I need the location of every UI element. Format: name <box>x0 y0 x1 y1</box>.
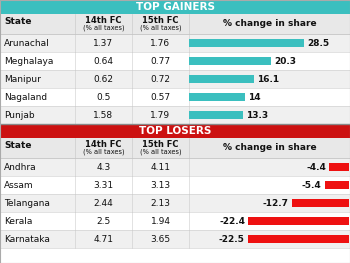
Text: 0.64: 0.64 <box>93 57 113 65</box>
Text: -22.5: -22.5 <box>219 235 245 244</box>
Text: 2.5: 2.5 <box>96 216 111 225</box>
Text: 1.94: 1.94 <box>150 216 170 225</box>
Text: -5.4: -5.4 <box>302 180 322 190</box>
Text: Manipur: Manipur <box>4 74 41 83</box>
Text: -4.4: -4.4 <box>306 163 326 171</box>
Text: (% all taxes): (% all taxes) <box>83 148 124 155</box>
Text: (% all taxes): (% all taxes) <box>83 24 124 31</box>
Text: 13.3: 13.3 <box>246 110 268 119</box>
Bar <box>0 0 350 14</box>
Text: (% all taxes): (% all taxes) <box>140 148 181 155</box>
Text: 16.1: 16.1 <box>257 74 279 83</box>
Text: Assam: Assam <box>4 180 34 190</box>
Text: -22.4: -22.4 <box>219 216 245 225</box>
Bar <box>0 230 350 248</box>
Text: % change in share: % change in share <box>223 144 316 153</box>
Bar <box>0 34 350 52</box>
Text: 0.5: 0.5 <box>96 93 111 102</box>
Text: TOP LOSERS: TOP LOSERS <box>139 126 211 136</box>
Text: 15th FC: 15th FC <box>142 140 179 149</box>
Text: 14: 14 <box>248 93 261 102</box>
Text: 1.58: 1.58 <box>93 110 113 119</box>
Text: -12.7: -12.7 <box>263 199 289 208</box>
Text: 3.13: 3.13 <box>150 180 170 190</box>
Text: 28.5: 28.5 <box>307 38 329 48</box>
Text: 14th FC: 14th FC <box>85 140 122 149</box>
Text: 3.65: 3.65 <box>150 235 170 244</box>
Bar <box>0 106 350 124</box>
Text: 4.71: 4.71 <box>93 235 113 244</box>
Bar <box>329 163 349 171</box>
Text: Kerala: Kerala <box>4 216 32 225</box>
Bar <box>0 158 350 176</box>
Bar <box>189 57 271 65</box>
Text: 0.72: 0.72 <box>150 74 170 83</box>
Bar <box>0 88 350 106</box>
Bar <box>0 124 350 138</box>
Text: Karnataka: Karnataka <box>4 235 50 244</box>
Text: 3.31: 3.31 <box>93 180 113 190</box>
Text: 4.3: 4.3 <box>96 163 111 171</box>
Text: 1.79: 1.79 <box>150 110 170 119</box>
Bar <box>325 181 349 189</box>
Text: Nagaland: Nagaland <box>4 93 47 102</box>
Bar <box>0 14 350 34</box>
Bar <box>0 138 350 158</box>
Text: % change in share: % change in share <box>223 19 316 28</box>
Text: 20.3: 20.3 <box>274 57 296 65</box>
Text: State: State <box>4 140 32 149</box>
Bar <box>189 39 304 47</box>
Bar <box>0 176 350 194</box>
Bar <box>0 212 350 230</box>
Bar <box>0 70 350 88</box>
Text: 15th FC: 15th FC <box>142 16 179 25</box>
Bar <box>189 111 243 119</box>
Text: Telangana: Telangana <box>4 199 50 208</box>
Bar <box>189 93 245 101</box>
Bar <box>292 199 349 207</box>
Text: State: State <box>4 17 32 26</box>
Bar <box>248 217 349 225</box>
Text: 0.77: 0.77 <box>150 57 170 65</box>
Bar <box>0 52 350 70</box>
Text: TOP GAINERS: TOP GAINERS <box>135 2 215 12</box>
Text: 2.13: 2.13 <box>150 199 170 208</box>
Text: 1.76: 1.76 <box>150 38 170 48</box>
Bar <box>189 75 254 83</box>
Text: Meghalaya: Meghalaya <box>4 57 53 65</box>
Text: 0.57: 0.57 <box>150 93 170 102</box>
Text: 4.11: 4.11 <box>150 163 170 171</box>
Text: Andhra: Andhra <box>4 163 37 171</box>
Text: (% all taxes): (% all taxes) <box>140 24 181 31</box>
Text: 1.37: 1.37 <box>93 38 113 48</box>
Text: 2.44: 2.44 <box>94 199 113 208</box>
Bar <box>0 194 350 212</box>
Text: 14th FC: 14th FC <box>85 16 122 25</box>
Text: 0.62: 0.62 <box>93 74 113 83</box>
Text: Arunachal: Arunachal <box>4 38 50 48</box>
Bar <box>248 235 349 243</box>
Text: Punjab: Punjab <box>4 110 35 119</box>
